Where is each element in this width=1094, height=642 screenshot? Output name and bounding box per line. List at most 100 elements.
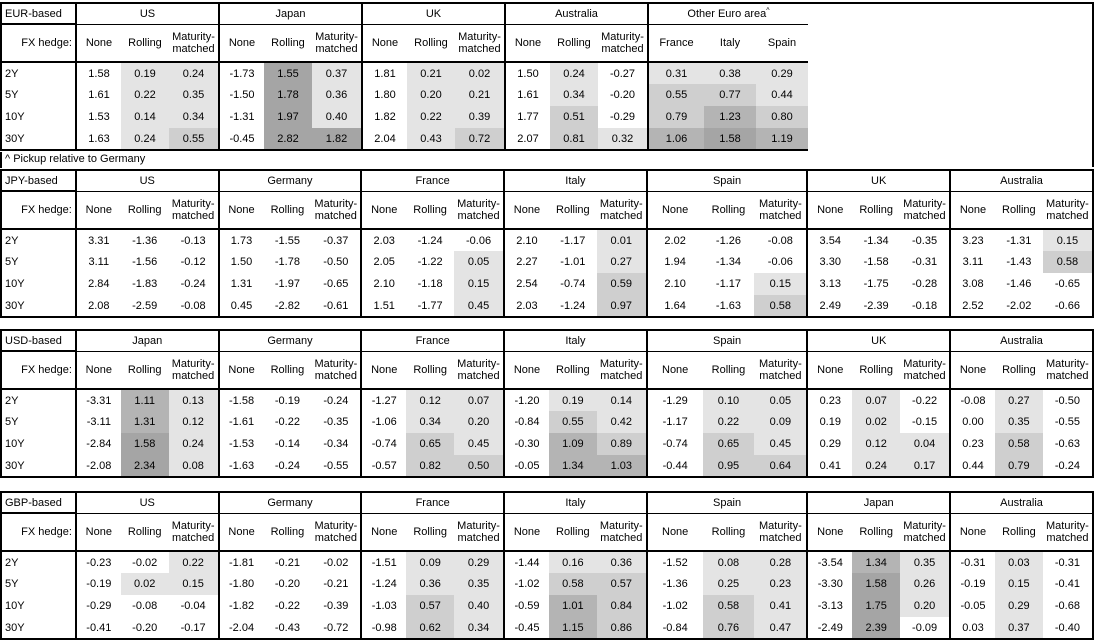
hedge-col-header: Rolling	[550, 24, 598, 63]
base-currency-label: EUR-based	[1, 3, 77, 25]
value-cell: 0.23	[819, 394, 841, 407]
base-currency-label: USD-based	[1, 330, 77, 352]
value-cell: -0.74	[371, 438, 397, 450]
value-cell: -0.44	[662, 459, 688, 472]
value-cell: -1.02	[662, 600, 688, 612]
hedge-col-header: Maturity-matched	[168, 191, 220, 230]
value-cell: 0.57	[406, 595, 455, 617]
value-cell: -0.18	[900, 295, 952, 317]
hedge-col-header: None	[950, 351, 995, 390]
value-cell: 0.43	[407, 128, 455, 150]
hedge-col-header: Maturity-matched	[596, 351, 648, 390]
value-cell: 1.34	[548, 455, 597, 477]
footnote-marker: ^	[766, 7, 770, 15]
tenor-label: 5Y	[1, 251, 77, 273]
hedge-col-header: None	[361, 191, 407, 230]
value-cell: -0.61	[311, 295, 363, 317]
value-cell: 0.08	[168, 455, 220, 477]
value-cell: 0.59	[596, 273, 648, 295]
hedge-col-header: Rolling	[852, 513, 901, 552]
value-cell: -1.06	[371, 416, 397, 428]
value-cell: -0.20	[274, 578, 300, 590]
hedge-col-header: Rolling	[406, 513, 455, 552]
data-row: 5Y -3.11 1.31 0.12 -1.61 -0.22 -0.35 -1.06 0.34 0…	[1, 411, 1094, 433]
value-cell: -1.55	[274, 234, 300, 247]
hedge-col-header: None	[646, 513, 703, 552]
hedge-col-header: Maturity-matched	[311, 191, 363, 230]
country-header: Germany	[218, 492, 363, 514]
value-cell: 2.08	[88, 299, 110, 312]
hedge-col-header: Rolling	[120, 191, 169, 230]
data-row: 10Y 2.84 -1.83 -0.24 1.31 -1.97 -0.65 2.10 -1.18…	[1, 273, 1094, 295]
hedge-col-header: Maturity-matched	[168, 513, 220, 552]
value-cell: -1.61	[229, 416, 255, 428]
tenor-label: 10Y	[1, 273, 77, 295]
value-cell: 0.29	[994, 595, 1043, 617]
value-cell: 0.27	[596, 251, 648, 273]
value-cell: 0.14	[121, 106, 169, 128]
value-cell: 0.82	[406, 455, 455, 477]
value-cell: 0.80	[756, 106, 810, 128]
tenor-label: 10Y	[1, 595, 77, 617]
value-cell: 0.03	[994, 551, 1043, 573]
value-cell: 0.81	[550, 128, 598, 150]
value-cell: 1.06	[648, 128, 704, 150]
value-cell: -1.22	[417, 256, 443, 268]
hedge-col-header: Rolling	[263, 513, 312, 552]
hedge-col-header: Maturity-matched	[598, 24, 649, 63]
value-cell: -0.28	[900, 273, 952, 295]
value-cell: 0.44	[756, 84, 810, 106]
value-cell: 0.45	[454, 433, 506, 455]
hedge-header-row: FX hedge: None Rolling Maturity-matched None…	[1, 513, 1094, 552]
value-cell: 0.27	[994, 389, 1043, 411]
value-cell: -0.19	[86, 578, 112, 590]
value-cell: 0.34	[169, 106, 220, 128]
value-cell: 2.27	[516, 256, 538, 268]
country-header: Other Euro area^	[648, 3, 810, 25]
hedge-col-header: None	[807, 513, 853, 552]
value-cell: -0.74	[560, 278, 586, 290]
value-cell: -0.24	[274, 459, 300, 472]
value-cell: -0.35	[311, 411, 363, 433]
value-cell: 0.34	[406, 411, 455, 433]
value-cell: -2.59	[132, 299, 158, 312]
value-cell: -1.01	[560, 256, 586, 268]
tenor-label: 10Y	[1, 106, 77, 128]
value-cell: 0.24	[852, 455, 901, 477]
hedge-col-header: Maturity-matched	[596, 513, 648, 552]
value-cell: 3.13	[819, 278, 841, 290]
value-cell: -0.41	[1042, 573, 1094, 595]
value-cell: -0.40	[1042, 617, 1094, 639]
tenor-label: 30Y	[1, 128, 77, 150]
country-header: Australia	[505, 3, 649, 25]
value-cell: -0.23	[86, 556, 112, 569]
value-cell: -1.97	[274, 278, 300, 290]
country-header: UK	[362, 3, 506, 25]
value-cell: -0.06	[754, 251, 809, 273]
country-header: Japan	[219, 3, 363, 25]
value-cell: 0.08	[702, 551, 755, 573]
value-cell: 0.02	[455, 62, 506, 84]
value-cell: 0.17	[900, 455, 952, 477]
value-cell: 2.03	[516, 299, 538, 312]
hedge-col-header: Maturity-matched	[1042, 191, 1094, 230]
value-cell: -0.37	[311, 229, 363, 251]
value-cell: 0.15	[168, 573, 220, 595]
value-cell: -1.82	[229, 600, 255, 612]
value-cell: -1.31	[1006, 234, 1032, 247]
value-cell: -0.98	[371, 621, 397, 634]
hedge-header-row: FX hedge: None Rolling Maturity-matched None…	[1, 24, 810, 63]
country-header: Germany	[218, 170, 363, 192]
value-cell: -1.36	[132, 234, 158, 247]
hedge-col-header: Rolling	[548, 513, 597, 552]
value-cell: -0.31	[900, 251, 952, 273]
value-cell: 0.19	[819, 416, 841, 428]
value-cell: 0.15	[994, 573, 1043, 595]
value-cell: -0.12	[168, 251, 220, 273]
value-cell: -1.75	[863, 278, 889, 290]
value-cell: 0.24	[121, 128, 169, 150]
value-cell: -0.29	[598, 106, 649, 128]
value-cell: 1.23	[704, 106, 756, 128]
value-cell: 0.20	[900, 595, 952, 617]
value-cell: -0.08	[168, 295, 220, 317]
